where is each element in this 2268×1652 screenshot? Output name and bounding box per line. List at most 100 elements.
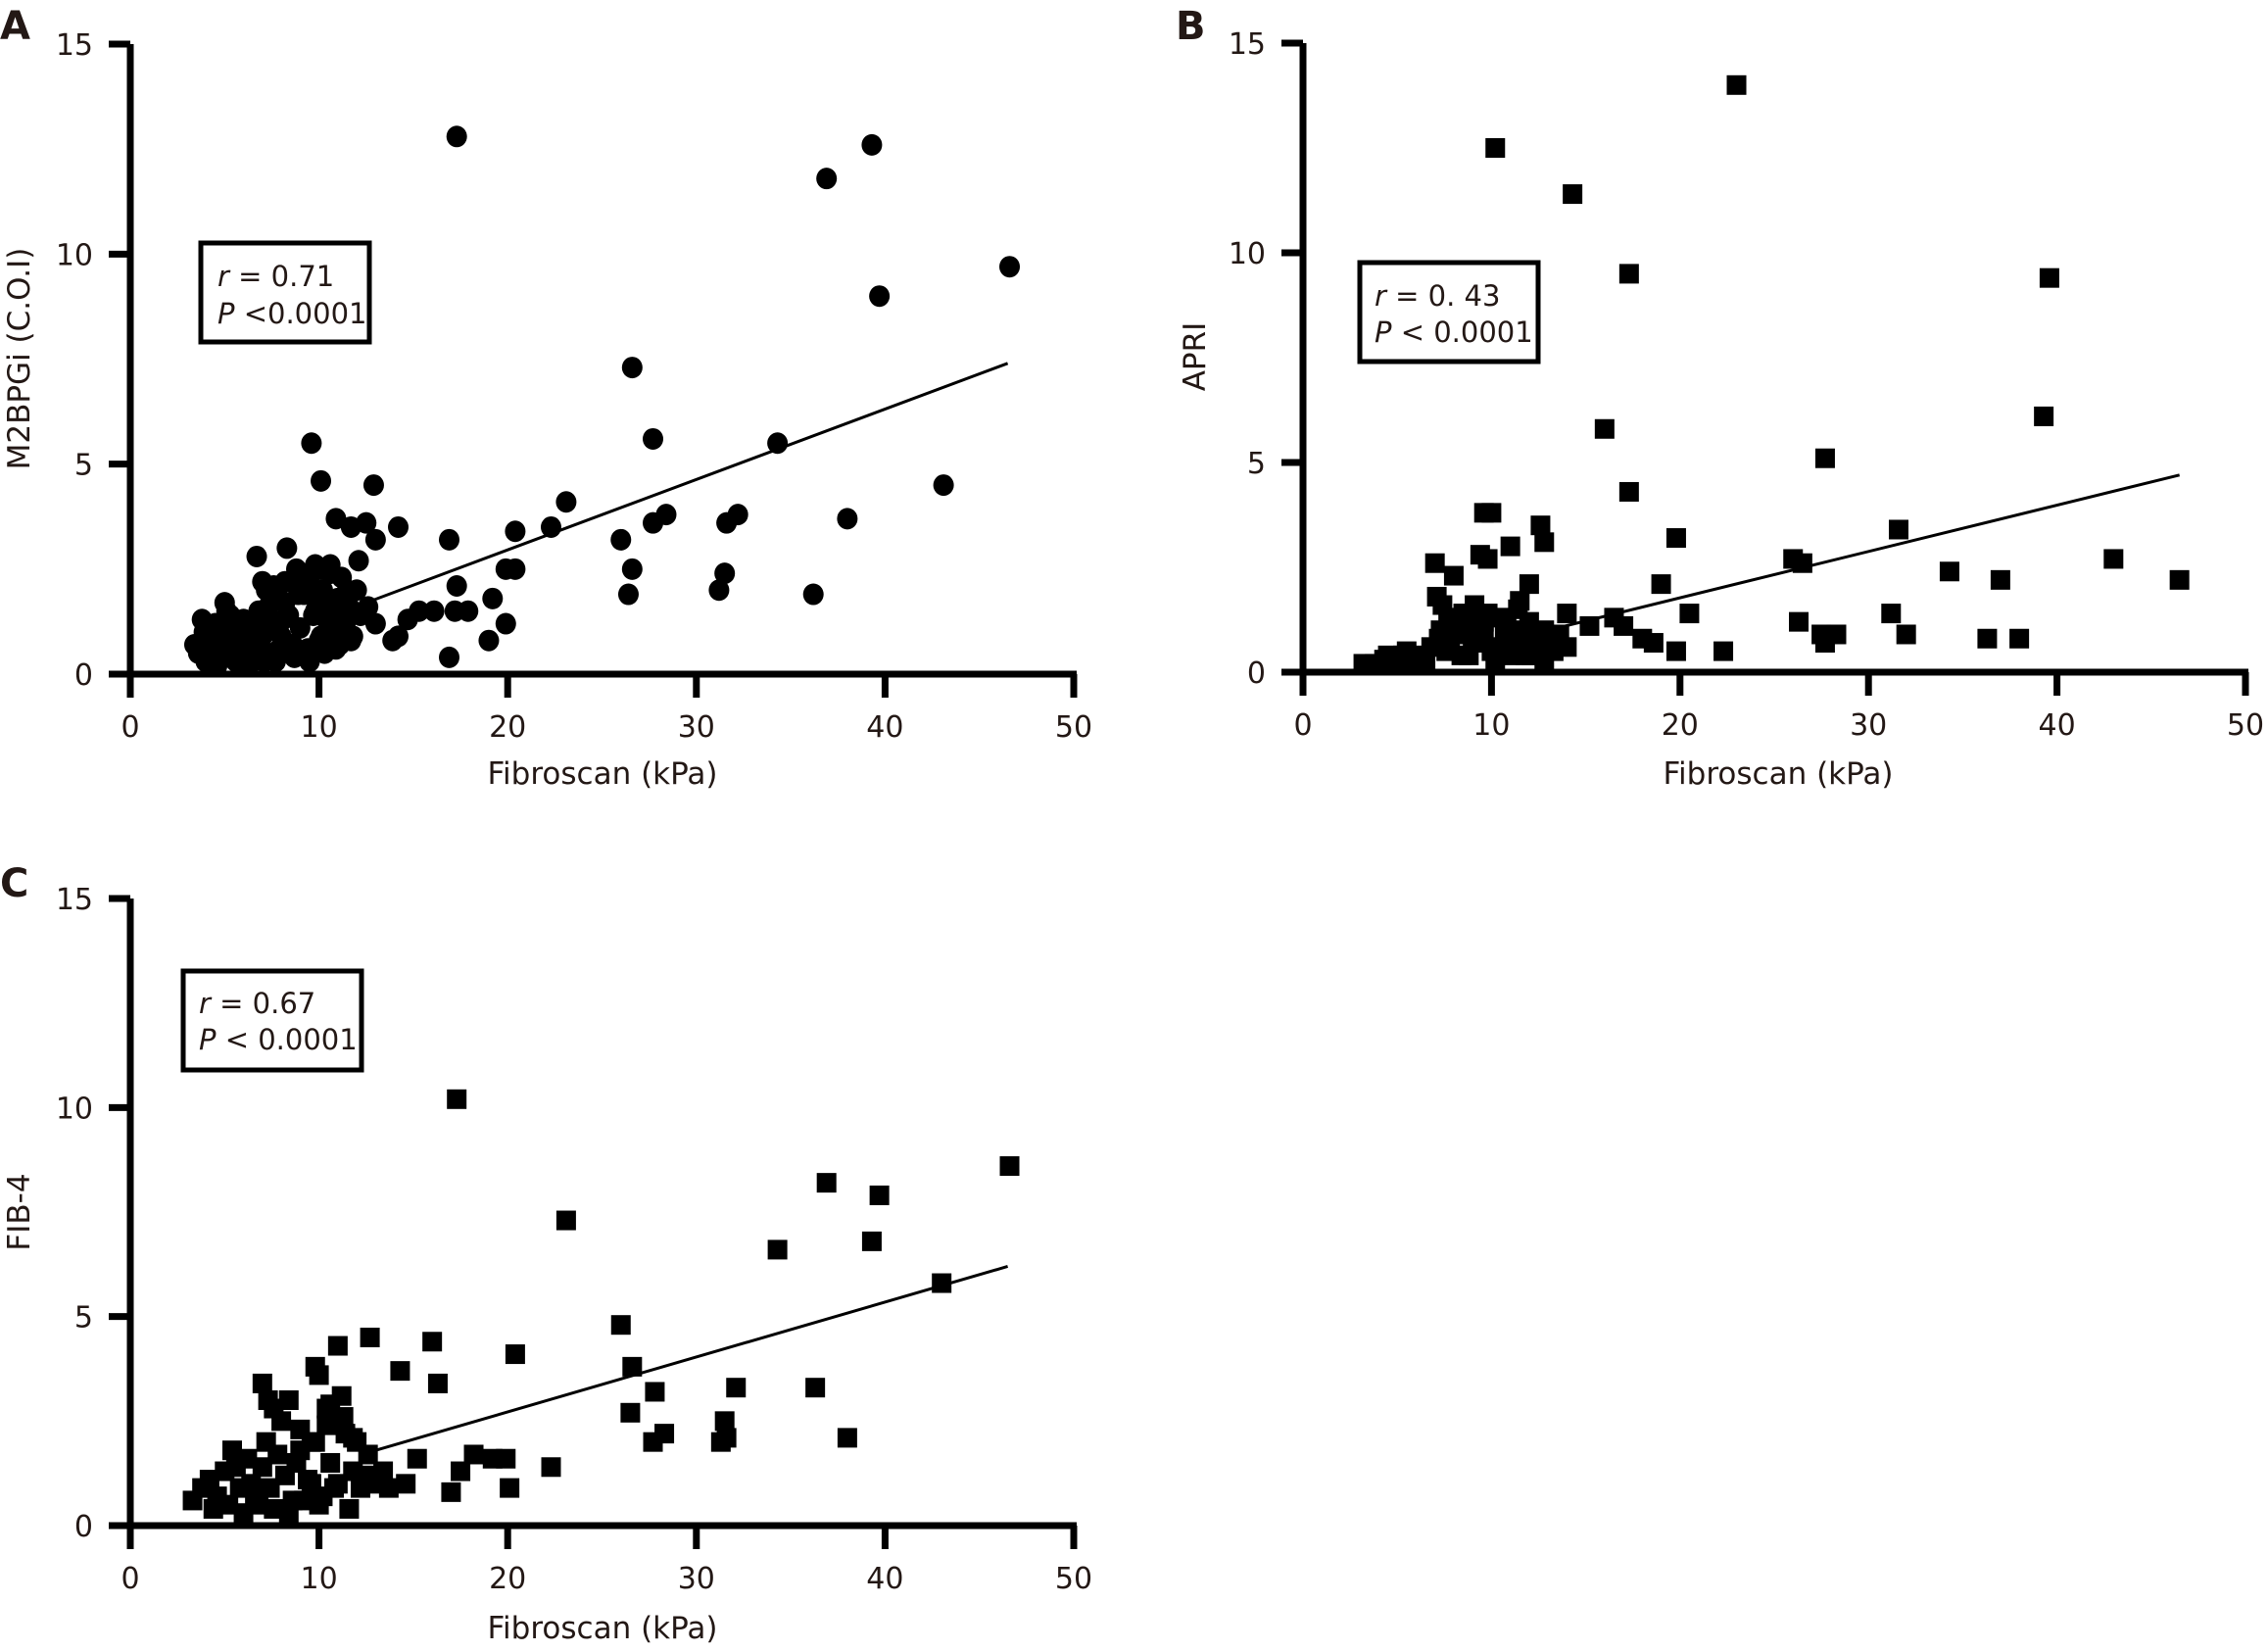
data-point-b	[1881, 604, 1902, 624]
svg-text:P < 0.0001: P < 0.0001	[199, 1023, 358, 1056]
data-point-a	[478, 629, 500, 652]
data-point-b	[1500, 536, 1520, 557]
regression-line-b	[1547, 473, 2181, 632]
data-point-c	[805, 1378, 826, 1398]
data-point-c	[309, 1494, 329, 1515]
r-symbol-b: r	[1375, 279, 1388, 313]
x-axis-title-c: Fibroscan (kPa)	[487, 1611, 717, 1646]
regression-line-segment-c	[374, 1265, 1009, 1452]
y-tick-label-b: 0	[1247, 656, 1266, 691]
data-point-a	[289, 616, 311, 639]
y-tick-label-a: 15	[56, 28, 93, 63]
data-point-c	[294, 1490, 314, 1511]
data-point-c	[422, 1332, 443, 1352]
y-tick-label-b: 10	[1229, 237, 1266, 271]
data-point-b	[1477, 549, 1498, 569]
data-point-b	[1726, 74, 1747, 95]
x-tick-label-c: 20	[489, 1562, 526, 1596]
data-point-a	[311, 625, 332, 648]
data-point-a	[540, 515, 561, 538]
data-point-b	[2103, 549, 2124, 569]
y-tick-label-a: 5	[74, 449, 93, 483]
y-axis-title-a: M2BPGi (C.O.I)	[2, 248, 37, 470]
data-point-c	[373, 1461, 394, 1482]
data-point-c	[199, 1470, 219, 1490]
data-point-c	[301, 1432, 321, 1452]
data-point-b	[1814, 448, 1835, 468]
regression-line-c	[374, 1265, 1009, 1452]
data-point-c	[710, 1432, 731, 1452]
svg-text:r = 0. 43: r = 0. 43	[1375, 279, 1500, 313]
r-symbol-a: r	[217, 260, 231, 293]
data-point-b	[1563, 184, 1583, 205]
x-tick-label-b: 10	[1472, 708, 1510, 743]
data-point-c	[320, 1453, 341, 1473]
data-point-c	[360, 1328, 380, 1347]
regression-line-segment-b	[1547, 473, 2181, 632]
data-point-b	[1643, 633, 1664, 654]
data-point-a	[423, 600, 445, 622]
data-point-a	[446, 125, 467, 148]
data-point-a	[397, 608, 418, 631]
data-point-a	[387, 515, 409, 538]
data-point-c	[316, 1415, 337, 1435]
data-point-a	[708, 579, 730, 602]
data-point-c	[309, 1365, 329, 1385]
data-point-c	[218, 1494, 239, 1515]
data-point-a	[364, 528, 386, 551]
data-point-c	[347, 1432, 367, 1452]
data-point-b	[1440, 637, 1461, 657]
data-point-c	[203, 1498, 223, 1519]
data-point-a	[207, 655, 228, 677]
data-point-b	[1614, 615, 1634, 636]
data-point-b	[1594, 418, 1615, 439]
data-point-c	[482, 1448, 503, 1469]
panel-letter-a: A	[0, 4, 30, 49]
data-point-a	[191, 608, 213, 631]
data-point-a	[382, 629, 404, 652]
data-point-c	[286, 1453, 307, 1473]
svg-text:P < 0.0001: P < 0.0001	[1375, 316, 1533, 349]
data-point-c	[861, 1231, 882, 1251]
points-b	[1353, 74, 2190, 674]
data-point-b	[1396, 641, 1417, 661]
data-point-c	[390, 1361, 410, 1382]
data-point-c	[837, 1428, 857, 1448]
data-point-c	[407, 1448, 427, 1469]
data-point-a	[643, 427, 664, 450]
x-tick-label-c: 0	[121, 1562, 139, 1596]
data-point-c	[354, 1465, 374, 1485]
data-point-c	[222, 1440, 243, 1461]
data-point-b	[1713, 641, 1734, 661]
regression-line-a	[365, 362, 1009, 605]
stat-box-c: r = 0.67 P < 0.0001	[180, 968, 364, 1073]
x-tick-label-a: 30	[678, 710, 715, 745]
data-point-b	[1888, 519, 1908, 540]
data-point-c	[620, 1402, 641, 1423]
data-point-a	[223, 646, 245, 668]
y-tick-label-c: 5	[74, 1301, 93, 1336]
data-point-a	[933, 474, 954, 497]
data-point-a	[861, 133, 883, 156]
data-point-c	[714, 1411, 735, 1432]
data-point-a	[311, 469, 332, 492]
data-point-a	[314, 642, 335, 664]
data-point-b	[1508, 599, 1528, 619]
data-point-b	[1463, 628, 1483, 649]
data-point-a	[495, 558, 516, 580]
data-point-c	[505, 1344, 525, 1365]
data-point-b	[1416, 650, 1436, 670]
data-point-a	[495, 612, 516, 635]
x-tick-label-c: 10	[301, 1562, 338, 1596]
data-point-a	[621, 357, 643, 379]
x-axis-title-a: Fibroscan (kPa)	[487, 756, 717, 792]
data-point-c	[500, 1478, 520, 1498]
r-value-a: = 0.71	[238, 260, 334, 293]
data-point-c	[252, 1373, 272, 1393]
data-point-c	[610, 1315, 631, 1336]
x-tick-label-b: 0	[1293, 708, 1312, 743]
y-tick-label-c: 0	[74, 1510, 93, 1544]
data-point-b	[1481, 503, 1502, 523]
data-point-a	[254, 651, 275, 673]
data-point-a	[621, 558, 643, 580]
